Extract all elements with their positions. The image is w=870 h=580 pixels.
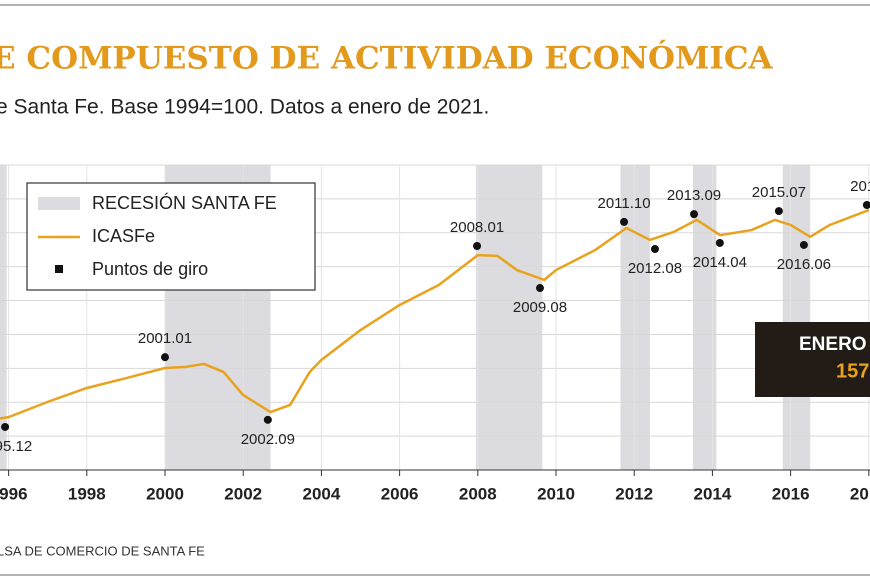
legend-label: ICASFe (92, 226, 155, 246)
chart-subtitle: e Santa Fe. Base 1994=100. Datos a enero… (0, 96, 489, 119)
point-label: 2001.01 (138, 330, 192, 347)
point-label: 2008.01 (450, 219, 504, 236)
turning-point (715, 238, 724, 247)
x-tick-label: 2016 (772, 484, 810, 503)
x-tick-label: 2008 (459, 484, 497, 503)
point-label: 2012.08 (628, 260, 682, 277)
recession-band (692, 165, 717, 470)
x-tick-label: 1998 (68, 484, 106, 503)
x-tick-label: 2006 (381, 484, 419, 503)
turning-point (473, 241, 482, 250)
turning-point (263, 415, 272, 424)
legend-swatch (55, 265, 63, 273)
annotation-value: 157 (836, 360, 869, 382)
annotation-box (755, 322, 870, 397)
x-tick-label: 2000 (146, 484, 184, 503)
turning-point (862, 200, 870, 209)
point-label: 2014.04 (693, 254, 747, 271)
legend-label: RECESIÓN SANTA FE (92, 192, 277, 213)
chart-title: E COMPUESTO DE ACTIVIDAD ECONÓMICA (0, 39, 774, 77)
recession-band (782, 165, 811, 470)
point-label: 2018 (850, 178, 870, 195)
turning-point (774, 207, 783, 216)
point-label: 2016.06 (777, 256, 831, 273)
turning-point (620, 217, 629, 226)
legend: RECESIÓN SANTA FE ICASFe Puntos de giro (26, 182, 316, 291)
x-tick-label: 2010 (537, 484, 575, 503)
turning-point (535, 284, 544, 293)
turning-point (690, 210, 699, 219)
point-label: 2013.09 (667, 187, 721, 204)
annotation-label: ENERO (799, 334, 867, 355)
point-label: 2002.09 (241, 431, 295, 448)
turning-point (650, 245, 659, 254)
x-tick-label: 2014 (694, 484, 732, 503)
point-label: 2015.07 (752, 184, 806, 201)
recession-band (475, 165, 543, 470)
point-label: 2009.08 (513, 299, 567, 316)
x-tick-label: 2018 (850, 484, 870, 503)
point-label: 1995.12 (0, 438, 32, 455)
legend-label: Puntos de giro (92, 259, 208, 279)
recession-band (0, 165, 7, 470)
source: LSA DE COMERCIO DE SANTA FE (0, 543, 205, 558)
turning-point (799, 240, 808, 249)
x-tick-label: 1996 (0, 484, 28, 503)
point-label: 2011.10 (597, 195, 650, 212)
x-tick-label: 2012 (615, 484, 653, 503)
turning-point (161, 353, 170, 362)
legend-swatch (38, 197, 80, 210)
data-line (0, 208, 870, 420)
x-tick-label: 2004 (302, 484, 340, 503)
turning-point (1, 422, 10, 431)
recession-band (620, 165, 650, 470)
x-tick-label: 2002 (224, 484, 262, 503)
